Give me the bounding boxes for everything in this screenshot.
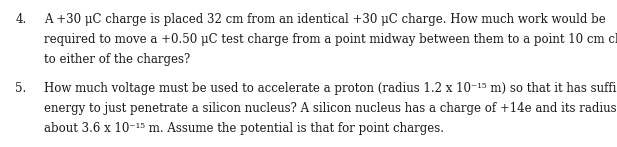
Text: to either of the charges?: to either of the charges? bbox=[44, 53, 191, 66]
Text: A +30 μC charge is placed 32 cm from an identical +30 μC charge. How much work w: A +30 μC charge is placed 32 cm from an … bbox=[44, 13, 606, 26]
Text: How much voltage must be used to accelerate a proton (radius 1.2 x 10⁻¹⁵ m) so t: How much voltage must be used to acceler… bbox=[44, 82, 617, 95]
Text: energy to just penetrate a silicon nucleus? A silicon nucleus has a charge of +1: energy to just penetrate a silicon nucle… bbox=[44, 102, 617, 115]
Text: 5.: 5. bbox=[15, 82, 27, 95]
Text: 4.: 4. bbox=[15, 13, 27, 26]
Text: required to move a +0.50 μC test charge from a point midway between them to a po: required to move a +0.50 μC test charge … bbox=[44, 33, 617, 46]
Text: about 3.6 x 10⁻¹⁵ m. Assume the potential is that for point charges.: about 3.6 x 10⁻¹⁵ m. Assume the potentia… bbox=[44, 122, 444, 135]
